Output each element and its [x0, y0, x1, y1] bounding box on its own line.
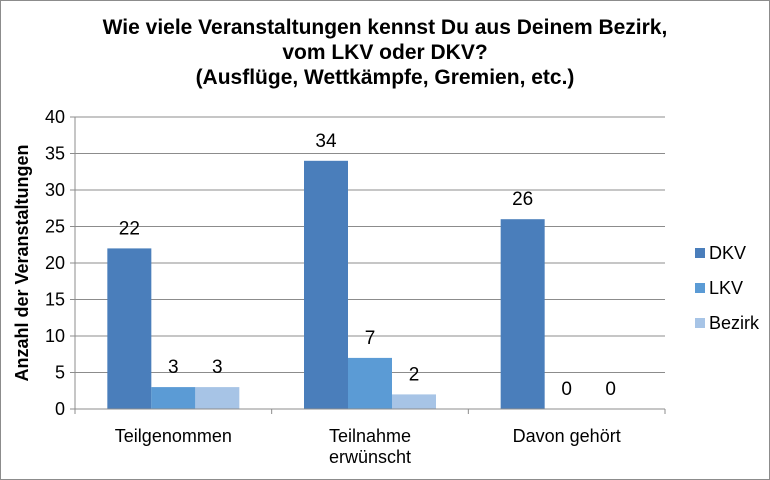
legend-swatch-bezirk — [695, 318, 705, 328]
y-tick-label: 15 — [45, 290, 65, 310]
chart-title: Wie viele Veranstaltungen kennst Du aus … — [103, 16, 668, 89]
x-category-label: erwünscht — [329, 447, 411, 467]
bar-bezirk-1 — [392, 394, 436, 409]
bars — [107, 160, 545, 409]
data-label: 3 — [212, 357, 223, 378]
y-tick-label: 20 — [45, 253, 65, 273]
data-label: 7 — [365, 328, 376, 349]
data-label: 26 — [512, 189, 533, 210]
y-tick-label: 5 — [55, 363, 65, 383]
data-label: 0 — [561, 379, 572, 400]
y-tick-label: 30 — [45, 180, 65, 200]
data-label: 3 — [168, 357, 179, 378]
legend-label-bezirk: Bezirk — [709, 313, 760, 333]
gridlines — [75, 116, 665, 373]
legend-swatch-dkv — [695, 248, 705, 258]
bar-dkv-0 — [107, 248, 152, 409]
axes — [74, 117, 666, 414]
data-label: 2 — [409, 364, 420, 385]
y-tick-label: 10 — [45, 326, 65, 346]
y-axis-label-group: Anzahl der Veranstaltungen — [12, 144, 32, 381]
chart-title-line: vom LKV oder DKV? — [282, 41, 487, 64]
legend: DKV LKV Bezirk — [695, 243, 760, 333]
bar-lkv-1 — [348, 357, 392, 409]
bar-dkv-2 — [500, 219, 545, 409]
legend-swatch-lkv — [695, 283, 705, 293]
y-tick-label: 40 — [45, 107, 65, 127]
x-category-label: Davon gehört — [513, 426, 621, 446]
y-tick-label: 35 — [45, 144, 65, 164]
y-axis-ticks: 0 5 10 15 20 25 30 35 40 — [45, 107, 75, 419]
bar-lkv-0 — [151, 387, 196, 409]
data-label: 22 — [119, 218, 140, 239]
chart-title-line: Wie viele Veranstaltungen kennst Du aus … — [103, 16, 668, 39]
bar-dkv-1 — [304, 160, 348, 409]
data-label: 0 — [605, 379, 616, 400]
data-label: 34 — [315, 131, 337, 152]
y-tick-label: 0 — [55, 399, 65, 419]
y-axis-label: Anzahl der Veranstaltungen — [12, 144, 32, 381]
bar-bezirk-0 — [195, 387, 240, 409]
legend-label-dkv: DKV — [709, 243, 746, 263]
chart-title-line: (Ausflüge, Wettkämpfe, Gremien, etc.) — [196, 66, 575, 89]
legend-label-lkv: LKV — [709, 278, 743, 298]
y-tick-label: 25 — [45, 217, 65, 237]
data-labels: 22 3 3 34 7 2 26 0 0 — [119, 131, 616, 400]
x-category-label: Teilnahme — [329, 426, 411, 446]
x-category-label: Teilgenommen — [115, 426, 232, 446]
